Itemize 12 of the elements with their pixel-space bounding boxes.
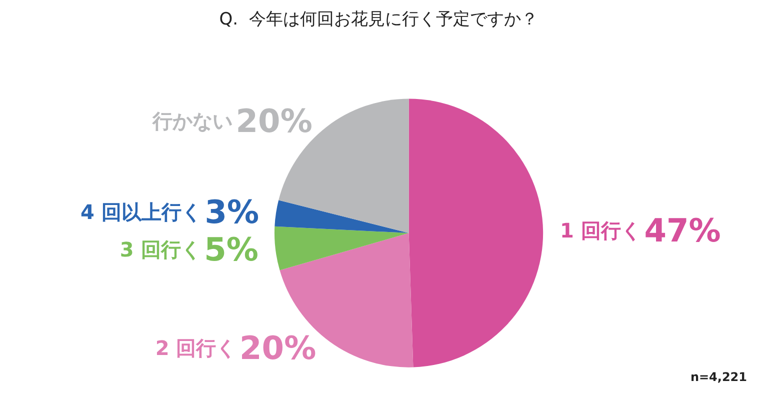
slice-label: 3 回行く: [120, 237, 201, 262]
chart-title: Q. 今年は何回お花見に行く予定ですか？: [219, 10, 538, 30]
data-label: 20%: [240, 329, 316, 368]
slice-label: 行かない: [151, 108, 232, 133]
data-label: 47%: [644, 212, 721, 250]
data-label: 5%: [204, 230, 258, 268]
slice-label: 2 回行く: [155, 336, 236, 360]
slice-label: 4 回以上行く: [80, 200, 202, 224]
text: n=4,221: [690, 370, 748, 384]
data-label: 3%: [204, 192, 260, 231]
slice-label: 1 回行く: [560, 218, 641, 243]
data-label: 20%: [236, 102, 312, 140]
